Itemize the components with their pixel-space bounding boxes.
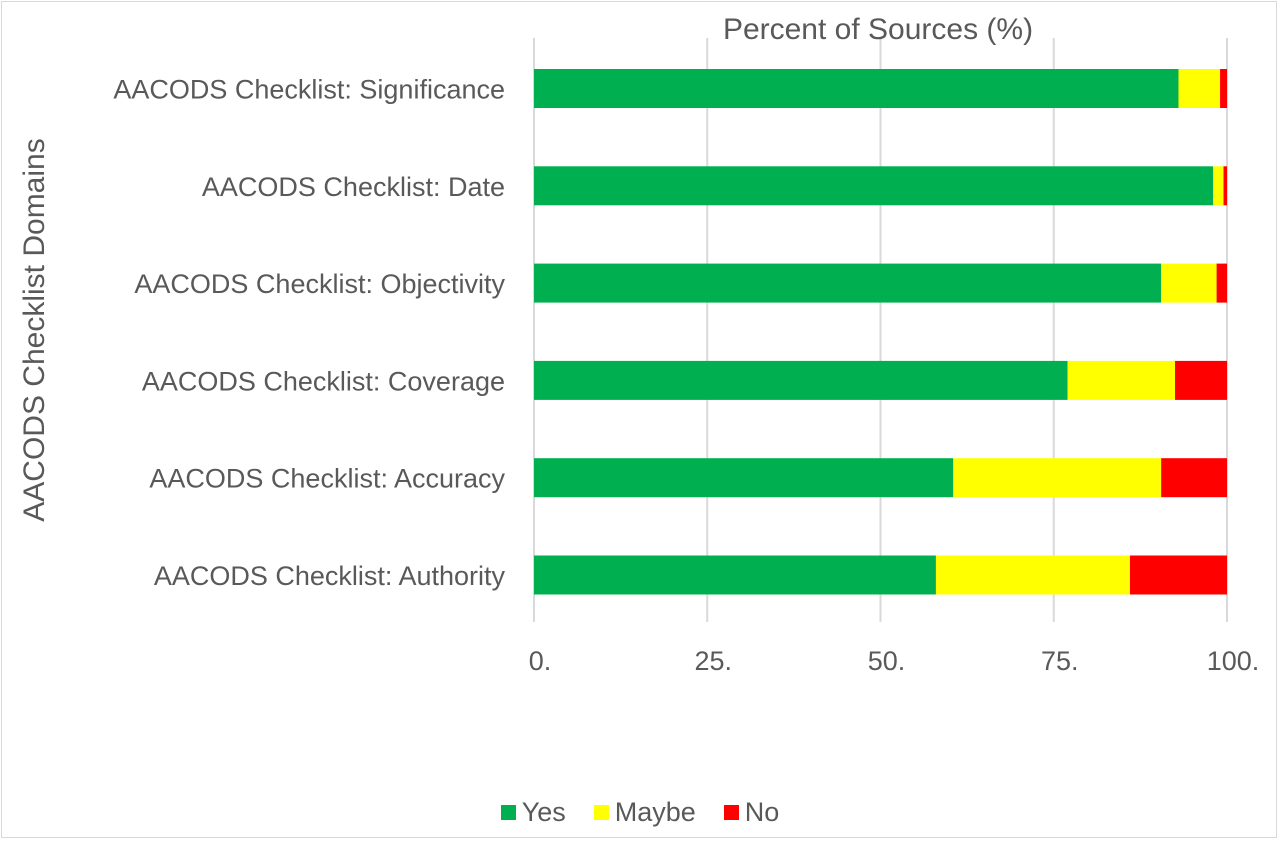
category-label: AACODS Checklist: Significance (113, 75, 505, 105)
legend-label: Yes (521, 797, 566, 827)
legend-item-no: No (723, 797, 780, 828)
x-tick-label: 50. (868, 646, 906, 676)
bar-yes-3 (534, 263, 1162, 303)
legend-swatch (723, 805, 739, 820)
bar-no-2 (1223, 166, 1227, 206)
legend: Yes Maybe No (0, 797, 1280, 828)
bar-yes-6 (534, 555, 936, 595)
bar-yes-1 (534, 69, 1179, 108)
legend-swatch (593, 805, 609, 820)
category-label: AACODS Checklist: Objectivity (134, 269, 505, 299)
bar-no-4 (1175, 360, 1227, 400)
bar-maybe-3 (1161, 263, 1217, 303)
y-axis-title: AACODS Checklist Domains (18, 138, 51, 521)
bar-yes-5 (534, 458, 954, 498)
category-label: AACODS Checklist: Accuracy (149, 464, 505, 494)
bar-maybe-6 (935, 555, 1130, 595)
legend-label: Maybe (614, 797, 696, 827)
bar-no-3 (1216, 263, 1227, 303)
legend-label: No (744, 797, 780, 827)
bar-maybe-4 (1067, 360, 1176, 400)
bar-no-1 (1220, 69, 1227, 108)
category-label: AACODS Checklist: Coverage (142, 366, 505, 396)
x-tick-label: 0. (529, 646, 552, 676)
legend-item-yes: Yes (500, 797, 566, 828)
bar-maybe-5 (953, 458, 1162, 498)
x-tick-label: 75. (1041, 646, 1079, 676)
chart-title: Percent of Sources (%) (723, 13, 1033, 46)
bar-no-5 (1161, 458, 1227, 498)
bar-yes-4 (534, 360, 1068, 400)
bar-yes-2 (534, 166, 1214, 206)
legend-swatch (500, 805, 516, 820)
bar-no-6 (1129, 555, 1227, 595)
x-tick-label: 25. (694, 646, 732, 676)
legend-item-maybe: Maybe (593, 797, 696, 828)
bar-maybe-1 (1178, 69, 1221, 108)
category-label: AACODS Checklist: Date (202, 172, 505, 202)
bar-maybe-2 (1213, 166, 1224, 206)
x-tick-label: 100. (1207, 646, 1260, 676)
category-label: AACODS Checklist: Authority (154, 561, 506, 591)
